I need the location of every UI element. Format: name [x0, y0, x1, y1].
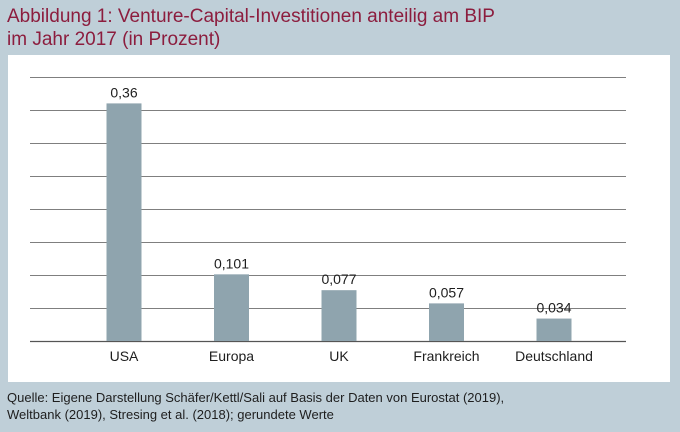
chart-title: Abbildung 1: Venture-Capital-Investition…: [7, 5, 667, 51]
bar-europa: [214, 274, 249, 341]
value-label-europa: 0,101: [214, 255, 249, 271]
chart-title-line-1: Abbildung 1: Venture-Capital-Investition…: [7, 6, 495, 27]
value-label-usa: 0,36: [110, 84, 137, 100]
bar-usa: [106, 103, 142, 342]
source-line-2: Weltbank (2019), Stresing et al. (2018);…: [7, 407, 334, 422]
bar-deutschland: [536, 318, 572, 341]
bar-uk: [321, 290, 357, 341]
source-line-1: Quelle: Eigene Darstellung Schäfer/Kettl…: [7, 390, 505, 405]
chart-panel: 0,36 0,101 0,077 0,057 0,034 USA Europa UK Fran…: [8, 55, 670, 382]
value-label-uk: 0,077: [321, 271, 356, 287]
category-label-frankreich: Frankreich: [413, 348, 479, 364]
source-note: Quelle: Eigene Darstellung Schäfer/Kettl…: [7, 389, 667, 423]
category-labels: USA Europa UK Frankreich Deutschland: [110, 348, 593, 364]
bar-chart: 0,36 0,101 0,077 0,057 0,034 USA Europa UK Fran…: [30, 77, 626, 364]
chart-title-line-2: im Jahr 2017 (in Prozent): [7, 29, 221, 50]
value-label-deutschland: 0,034: [536, 300, 571, 316]
value-labels: 0,36 0,101 0,077 0,057 0,034: [110, 84, 571, 315]
value-label-frankreich: 0,057: [429, 284, 464, 300]
category-label-deutschland: Deutschland: [515, 348, 593, 364]
category-label-europa: Europa: [209, 348, 254, 364]
category-label-usa: USA: [110, 348, 139, 364]
category-label-uk: UK: [329, 348, 349, 364]
bar-frankreich: [429, 303, 464, 341]
bars: [106, 103, 572, 342]
